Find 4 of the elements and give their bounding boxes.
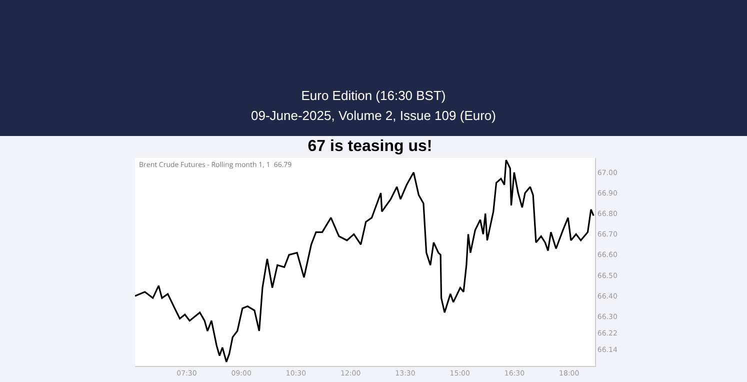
line-series <box>135 159 594 363</box>
text: Euro Edition (16:30 BST) <box>300 88 447 103</box>
chart-title: 67 is teasing us! <box>306 138 434 156</box>
text: 09-June-2025, Volume 2, Issue 109 (Euro) <box>250 108 497 123</box>
